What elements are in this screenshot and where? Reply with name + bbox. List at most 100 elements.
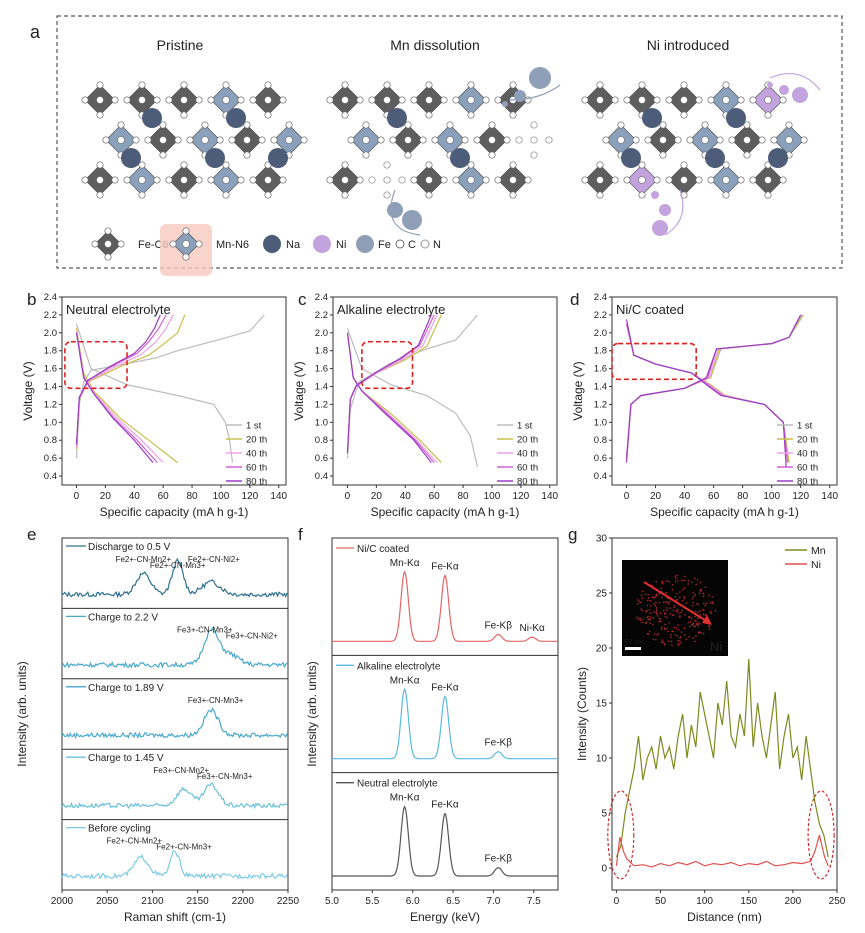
ni-signal-dot bbox=[697, 631, 700, 634]
fe-c6-octahedron bbox=[249, 161, 287, 199]
ligand-atom bbox=[180, 191, 188, 199]
n-atom-icon bbox=[420, 239, 430, 249]
ni-signal-dot bbox=[702, 632, 705, 635]
y-tick-label: 1.2 bbox=[44, 399, 57, 410]
x-tick-label: 120 bbox=[792, 491, 809, 502]
vacancy-atom bbox=[383, 176, 391, 184]
ligand-atom bbox=[770, 136, 778, 144]
ni-signal-dot bbox=[660, 587, 663, 590]
ni-signal-dot bbox=[679, 636, 682, 638]
y-tick-label: 0.8 bbox=[594, 435, 607, 446]
ni-signal-dot bbox=[683, 627, 686, 630]
vacancy-atom bbox=[530, 121, 538, 129]
highlight-region bbox=[611, 342, 697, 381]
x-tick-label: 2100 bbox=[141, 896, 164, 907]
center-atom bbox=[467, 176, 475, 184]
ni-signal-dot bbox=[659, 620, 662, 623]
ni-signal-dot bbox=[661, 581, 663, 584]
ligand-atom bbox=[644, 136, 652, 144]
y-axis-label: Intensity (arb. units) bbox=[15, 661, 29, 766]
x-tick-label: 80 bbox=[737, 491, 749, 502]
ni-signal-dot bbox=[688, 625, 691, 628]
x-tick-label: 20 bbox=[100, 491, 112, 502]
panel-d: d Ni/C coated 0.4 0.6 0.8 1.0 1.2 1.4 1.6 1.8 2.0 2… bbox=[570, 290, 839, 519]
ligand-atom bbox=[764, 111, 772, 119]
fe-c6-octahedron bbox=[81, 161, 119, 199]
ni-signal-dot bbox=[667, 603, 670, 605]
ni-signal-dot bbox=[641, 590, 644, 593]
panel-f: f Ni/C coated Mn-Kα Fe-Kα Fe-Kβ Ni-Kα Alkaline… bbox=[298, 525, 559, 924]
legend-label: 20 th bbox=[517, 435, 538, 446]
xrf-spectrum bbox=[332, 570, 558, 642]
legend-label: 40 th bbox=[246, 449, 267, 460]
raman-spectrum bbox=[61, 782, 288, 810]
ni-signal-dot bbox=[674, 634, 677, 636]
y-tick-label: 0.6 bbox=[594, 453, 607, 464]
y-tick-label: 20 bbox=[596, 644, 608, 655]
ligand-atom bbox=[138, 191, 146, 199]
na-ion bbox=[642, 108, 662, 128]
x-tick-label: 100 bbox=[213, 491, 230, 502]
center-atom bbox=[341, 176, 349, 184]
ni-signal-dot bbox=[676, 598, 678, 601]
ligand-atom bbox=[153, 176, 161, 184]
center-atom bbox=[680, 96, 688, 104]
ni-ion bbox=[651, 191, 659, 199]
ni-signal-dot bbox=[693, 595, 695, 598]
x-axis-label: Specific capacity (mA h g-1) bbox=[371, 505, 520, 519]
ni-signal-dot bbox=[704, 614, 707, 616]
legend-label: 80 th bbox=[246, 477, 267, 488]
x-tick-label: 7.0 bbox=[486, 896, 500, 907]
panel-a-legend: Fe-C6 Mn-N6 Na Ni Fe C N bbox=[91, 224, 441, 276]
x-tick-label: 50 bbox=[655, 896, 667, 907]
vacancy-atom bbox=[515, 136, 523, 144]
ni-signal-dot bbox=[691, 604, 694, 607]
x-tick-label: 0 bbox=[614, 896, 620, 907]
ligand-atom bbox=[153, 96, 161, 104]
ni-signal-dot bbox=[657, 615, 659, 617]
ni-signal-dot bbox=[671, 630, 673, 632]
y-tick-label: 2.0 bbox=[44, 328, 57, 339]
ni-signal-dot bbox=[678, 615, 681, 617]
ni-signal-dot bbox=[674, 575, 676, 578]
ni-signal-dot bbox=[659, 612, 662, 615]
x-tick-label: 60 bbox=[708, 491, 720, 502]
ni-signal-dot bbox=[651, 596, 654, 598]
mn-n6-octahedron bbox=[770, 121, 808, 159]
ligand-atom bbox=[237, 96, 245, 104]
ligand-atom bbox=[249, 176, 257, 184]
ligand-atom bbox=[674, 136, 682, 144]
ni-signal-dot bbox=[677, 644, 680, 646]
fe-c6-octahedron bbox=[326, 81, 364, 119]
fe-c6-octahedron bbox=[165, 81, 203, 119]
legend-mn-n6: Mn-N6 bbox=[216, 239, 249, 251]
ni-signal-dot bbox=[693, 619, 696, 622]
ni-signal-dot bbox=[695, 583, 697, 586]
ligand-atom bbox=[169, 240, 177, 248]
ligand-atom bbox=[222, 191, 230, 199]
ligand-atom bbox=[264, 191, 272, 199]
ni-signal-dot bbox=[678, 612, 680, 614]
ligand-atom bbox=[228, 136, 236, 144]
ligand-atom bbox=[461, 136, 469, 144]
ligand-atom bbox=[237, 176, 245, 184]
center-atom bbox=[425, 176, 433, 184]
ni-ion bbox=[779, 85, 789, 95]
ni-signal-dot bbox=[652, 617, 655, 620]
ligand-atom bbox=[596, 161, 604, 169]
panel-b: b Neutral electrolyte 0.4 0.6 0.8 1.0 1.2 1.4 1.… bbox=[21, 290, 288, 519]
ni-signal-dot bbox=[672, 609, 675, 612]
vacancy-atom bbox=[368, 176, 376, 184]
x-axis-label: Raman shift (cm-1) bbox=[124, 910, 226, 924]
ligand-atom bbox=[347, 136, 355, 144]
raman-spectrum bbox=[61, 558, 288, 599]
vacancy-atom bbox=[530, 136, 538, 144]
ligand-atom bbox=[467, 191, 475, 199]
ni-signal-dot bbox=[647, 596, 650, 599]
ni-signal-dot bbox=[640, 608, 643, 610]
x-axis-label: Specific capacity (mA h g-1) bbox=[100, 505, 249, 519]
center-atom bbox=[104, 240, 112, 248]
ni-signal-dot bbox=[673, 626, 676, 629]
ni-signal-dot bbox=[641, 621, 643, 624]
